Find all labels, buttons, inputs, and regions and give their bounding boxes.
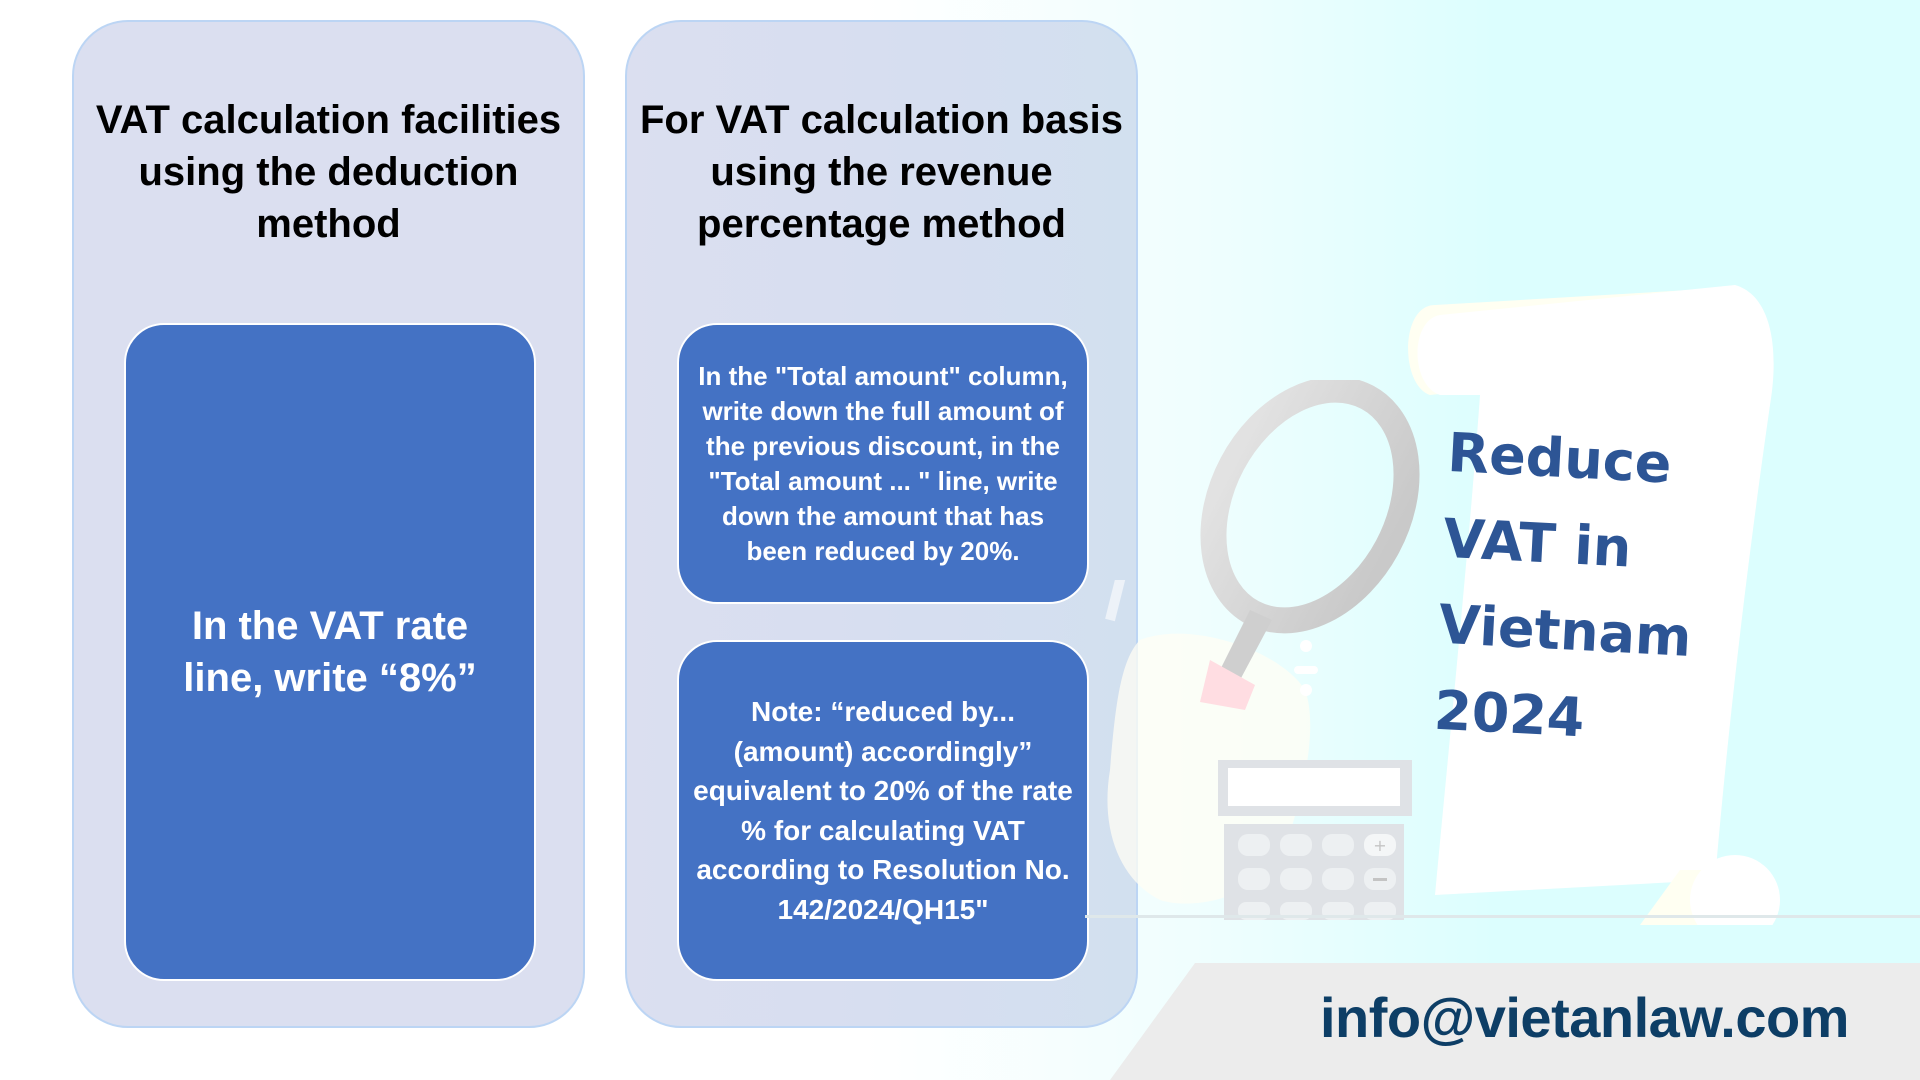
- revenue-percentage-title: For VAT calculation basis using the reve…: [639, 98, 1124, 246]
- headline-line-3: Vietnam: [1437, 592, 1694, 669]
- headline-line-4: 2024: [1432, 678, 1587, 750]
- vat-rate-instruction-box: In the VAT rate line, write “8%”: [124, 323, 536, 981]
- contact-email-link[interactable]: info@vietanlaw.com: [1320, 986, 1849, 1049]
- svg-text:+: +: [1373, 836, 1386, 855]
- ground-line: [1085, 915, 1920, 918]
- magnifying-glass-icon: [1200, 380, 1420, 710]
- headline-line-1: Reduce: [1446, 420, 1674, 496]
- note-text: Note: “reduced by... (amount) accordingl…: [693, 696, 1073, 925]
- total-amount-instruction-text: In the "Total amount" column, write down…: [698, 360, 1068, 566]
- note-box: Note: “reduced by... (amount) accordingl…: [677, 640, 1089, 981]
- division-sign-icon: [1294, 640, 1318, 710]
- contact-strip: [1110, 963, 1920, 1080]
- headline-line-2: VAT in: [1441, 506, 1633, 580]
- scroll-paper-icon: [1408, 285, 1780, 925]
- reduce-vat-headline: Reduce VAT in Vietnam 2024: [1432, 410, 1750, 769]
- vat-rate-instruction-text: In the VAT rate line, write “8%”: [183, 604, 477, 700]
- calculator-icon: +: [1218, 760, 1412, 920]
- deduction-method-title: VAT calculation facilities using the ded…: [95, 98, 562, 246]
- total-amount-instruction-box: In the "Total amount" column, write down…: [677, 323, 1089, 604]
